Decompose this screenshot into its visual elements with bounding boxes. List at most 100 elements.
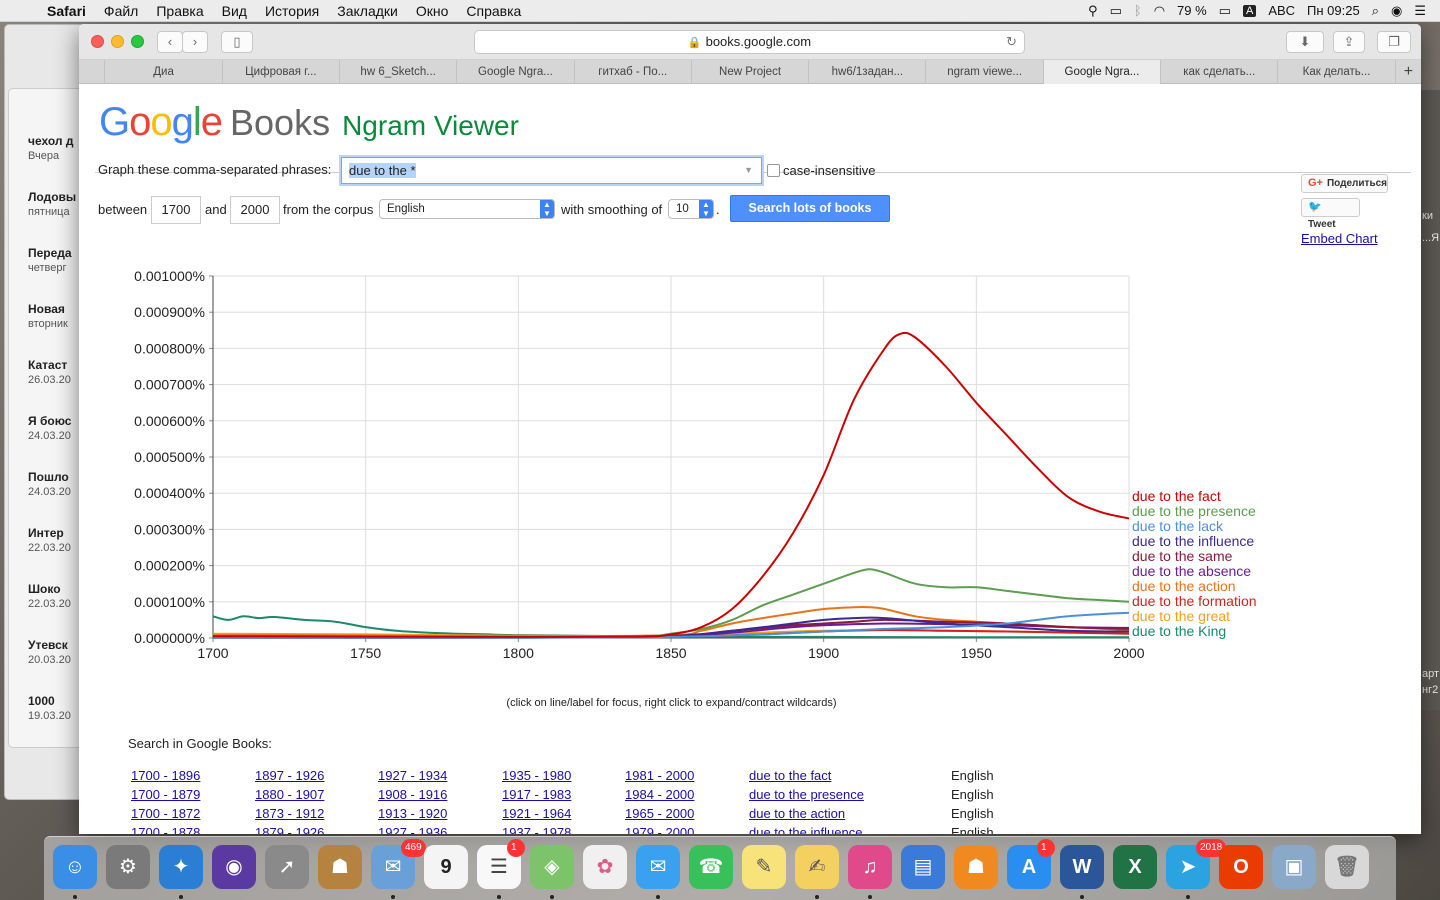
phrase-link[interactable]: due to the fact: [749, 768, 832, 783]
year-end-input[interactable]: 2000: [230, 196, 280, 224]
siri-icon[interactable]: ◉: [212, 845, 256, 889]
dropdown-arrow-icon[interactable]: ▼: [744, 165, 753, 175]
menu-view[interactable]: Вид: [221, 2, 247, 19]
stickies-icon[interactable]: ✍: [795, 845, 839, 889]
browser-tab[interactable]: Как делать...: [1278, 60, 1396, 84]
ngram-chart[interactable]: 0.000000% 0.000100% 0.000200% 0.000300% 0.00…: [119, 264, 1279, 684]
browser-tab[interactable]: hw6/1задан...: [809, 60, 927, 84]
browser-tab[interactable]: гитхаб - По...: [575, 60, 692, 84]
note-item[interactable]: Переда четверг: [28, 246, 80, 302]
phrase-link[interactable]: due to the influence: [749, 825, 863, 834]
browser-tab[interactable]: New Project: [692, 60, 810, 84]
series-line[interactable]: [212, 615, 1129, 639]
menu-edit[interactable]: Правка: [156, 2, 204, 19]
sidebar-toggle-button[interactable]: ▯: [221, 31, 253, 53]
menu-bookmarks[interactable]: Закладки: [337, 2, 398, 19]
messages-icon[interactable]: ✉: [636, 845, 680, 889]
year-range-link[interactable]: 1965 - 2000: [625, 806, 695, 821]
year-range-link[interactable]: 1927 - 1936: [378, 825, 448, 834]
note-item[interactable]: Я боюс 24.03.20: [28, 414, 80, 470]
browser-tab[interactable]: hw 6_Sketch...: [340, 60, 458, 84]
corpus-select[interactable]: English ▲ ▼: [379, 199, 555, 219]
menu-window[interactable]: Окно: [415, 2, 449, 19]
right-background-window[interactable]: ки ...Я арт нг2: [1420, 90, 1440, 710]
note-item[interactable]: 1000 19.03.20: [28, 694, 80, 750]
telegram-icon[interactable]: ➤: [1166, 845, 1210, 889]
legend-label[interactable]: due to the King: [1132, 623, 1226, 639]
trash-icon[interactable]: 🗑: [1325, 845, 1369, 889]
google-share-button[interactable]: G+ Поделиться: [1301, 174, 1388, 193]
itunes-icon[interactable]: ♫: [848, 845, 892, 889]
note-item[interactable]: Катаст 26.03.20: [28, 358, 80, 414]
office-icon[interactable]: O: [1219, 845, 1263, 889]
menu-file[interactable]: Файл: [103, 2, 139, 19]
year-range-link[interactable]: 1937 - 1978: [502, 825, 572, 834]
year-range-link[interactable]: 1700 - 1896: [131, 768, 201, 783]
case-insensitive-checkbox[interactable]: [767, 164, 780, 177]
legend-label[interactable]: due to the great: [1132, 608, 1230, 624]
legend-label[interactable]: due to the presence: [1132, 503, 1256, 519]
legend-label[interactable]: due to the same: [1132, 548, 1233, 564]
google-books-logo[interactable]: Google Books Ngram Viewer: [99, 100, 519, 144]
reload-icon[interactable]: ↻: [1006, 34, 1017, 49]
year-range-link[interactable]: 1979 - 2000: [625, 825, 695, 834]
input-source-name[interactable]: ABC: [1268, 3, 1296, 18]
mail-icon[interactable]: ✉: [371, 845, 415, 889]
facetime-icon[interactable]: ☎: [689, 845, 733, 889]
note-item[interactable]: Утевск 20.03.20: [28, 638, 80, 694]
calendar-icon[interactable]: 9: [424, 845, 468, 889]
year-range-link[interactable]: 1935 - 1980: [502, 768, 572, 783]
browser-tab[interactable]: Цифровая г...: [223, 60, 340, 84]
siri-menubar-icon[interactable]: ◉: [1391, 2, 1403, 18]
year-range-link[interactable]: 1700 - 1879: [131, 787, 201, 802]
launchpad-icon[interactable]: ➚: [265, 845, 309, 889]
close-window-button[interactable]: [91, 35, 104, 48]
maps-icon[interactable]: ◈: [530, 845, 574, 889]
legend-label[interactable]: due to the fact: [1132, 488, 1221, 504]
share-button[interactable]: ⇪: [1333, 31, 1365, 53]
year-range-link[interactable]: 1917 - 1983: [502, 787, 572, 802]
battery-percent[interactable]: 79 %: [1177, 3, 1207, 18]
year-range-link[interactable]: 1913 - 1920: [378, 806, 448, 821]
legend-label[interactable]: due to the absence: [1132, 563, 1251, 579]
year-range-link[interactable]: 1908 - 1916: [378, 787, 448, 802]
tabs-overview-button[interactable]: ❐: [1377, 31, 1411, 53]
new-tab-button[interactable]: +: [1403, 63, 1414, 80]
note-item[interactable]: Пошло 24.03.20: [28, 470, 80, 526]
zoom-window-button[interactable]: [131, 35, 144, 48]
browser-tab[interactable]: ngram viewe...: [926, 60, 1044, 84]
safari-icon[interactable]: ✦: [159, 845, 203, 889]
year-range-link[interactable]: 1921 - 1964: [502, 806, 572, 821]
year-range-link[interactable]: 1984 - 2000: [625, 787, 695, 802]
browser-tab[interactable]: как сделать...: [1161, 60, 1279, 84]
system-preferences-icon[interactable]: ⚙: [106, 845, 150, 889]
bluetooth-icon[interactable]: ᛒ: [1133, 3, 1142, 18]
note-item[interactable]: Шоко 22.03.20: [28, 582, 80, 638]
browser-tab[interactable]: [79, 60, 106, 84]
word-icon[interactable]: W: [1060, 845, 1104, 889]
legend-label[interactable]: due to the action: [1132, 578, 1236, 594]
year-range-link[interactable]: 1897 - 1926: [255, 768, 325, 783]
note-item[interactable]: Лодовы пятница: [28, 190, 80, 246]
menu-app-name[interactable]: Safari: [47, 2, 86, 19]
year-range-link[interactable]: 1700 - 1872: [131, 806, 201, 821]
phrase-input[interactable]: due to the * ▼: [341, 157, 762, 184]
year-range-link[interactable]: 1880 - 1907: [255, 787, 325, 802]
clock[interactable]: Пн 09:25: [1307, 3, 1360, 18]
year-start-input[interactable]: 1700: [151, 196, 201, 224]
phrase-link[interactable]: due to the presence: [749, 787, 864, 802]
menu-history[interactable]: История: [264, 2, 320, 19]
year-range-link[interactable]: 1879 - 1926: [255, 825, 325, 834]
contacts-icon[interactable]: ☗: [318, 845, 362, 889]
minimize-window-button[interactable]: [111, 35, 124, 48]
year-range-link[interactable]: 1981 - 2000: [625, 768, 695, 783]
tweet-button[interactable]: 🐦 Tweet: [1301, 198, 1360, 230]
legend-label[interactable]: due to the formation: [1132, 593, 1257, 609]
preview-icon[interactable]: ▣: [1272, 845, 1316, 889]
legend-label[interactable]: due to the lack: [1132, 518, 1224, 534]
series-line[interactable]: [212, 331, 1130, 638]
downloads-button[interactable]: ⬇: [1286, 31, 1324, 53]
smoothing-select[interactable]: 10 ▲ ▼: [668, 199, 714, 219]
note-item[interactable]: Интер 22.03.20: [28, 526, 80, 582]
finder-icon[interactable]: ☺: [53, 845, 97, 889]
